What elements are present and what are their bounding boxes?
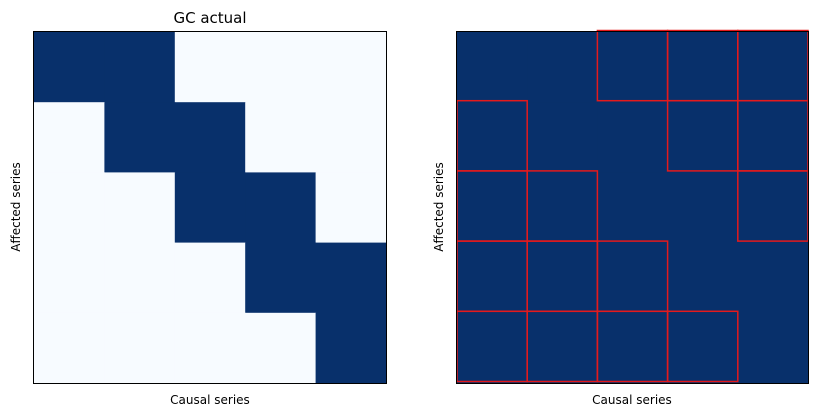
heatmap-cell	[34, 102, 105, 173]
heatmap-cells	[457, 32, 809, 384]
heatmap-cell	[737, 242, 809, 314]
heatmap-cell	[315, 242, 387, 314]
y-axis-label: Affected series	[432, 162, 446, 252]
heatmap-cell	[245, 312, 317, 384]
plot-frame	[33, 31, 387, 384]
heatmap-cell	[667, 32, 739, 103]
heatmap-cell	[34, 242, 105, 314]
heatmap-cell	[104, 242, 176, 314]
heatmap-cell	[104, 102, 176, 173]
heatmap-cell	[527, 102, 598, 173]
heatmap-cell	[667, 242, 739, 314]
heatmap-cell	[315, 312, 387, 384]
heatmap-cell	[597, 312, 669, 384]
heatmap-cell	[315, 172, 387, 244]
heatmap-cell	[245, 172, 317, 244]
heatmap-cell	[667, 312, 739, 384]
heatmap-cell	[527, 242, 598, 314]
heatmap-cell	[104, 172, 176, 244]
heatmap-panel-estimated: Causal series Affected series	[432, 29, 809, 407]
heatmap-cell	[737, 312, 809, 384]
heatmap-cell	[245, 32, 317, 103]
heatmap-cell	[174, 102, 246, 173]
heatmap-cell	[34, 32, 105, 103]
heatmap-cell	[174, 32, 246, 103]
y-axis-label: Affected series	[9, 162, 23, 252]
highlight-box	[666, 310, 739, 383]
heatmap-cell	[457, 102, 528, 173]
heatmap-cell	[34, 172, 105, 244]
heatmap-cell	[457, 172, 528, 244]
heatmap-cell	[737, 32, 809, 103]
heatmap-cell	[737, 172, 809, 244]
heatmap-cell	[104, 32, 176, 103]
heatmap-cell	[667, 102, 739, 173]
heatmap-panel-actual: GC actual Causal series Affected series	[9, 9, 387, 407]
heatmap-cell	[527, 32, 598, 103]
heatmap-cell	[527, 172, 598, 244]
x-axis-label: Causal series	[592, 393, 672, 407]
x-axis-label: Causal series	[170, 393, 250, 407]
heatmap-cell	[245, 242, 317, 314]
heatmap-cell	[457, 32, 528, 103]
heatmap-cell	[104, 312, 176, 384]
heatmap-cell	[527, 312, 598, 384]
heatmap-cell	[174, 312, 246, 384]
heatmap-cell	[667, 172, 739, 244]
heatmap-cell	[597, 242, 669, 314]
heatmap-cell	[457, 242, 528, 314]
heatmap-cell	[597, 32, 669, 103]
heatmap-cell	[174, 242, 246, 314]
heatmap-cell	[34, 312, 105, 384]
heatmap-cell	[457, 312, 528, 384]
heatmap-cell	[597, 102, 669, 173]
heatmap-cell	[245, 102, 317, 173]
heatmap-cell	[174, 172, 246, 244]
chart-title: GC actual	[173, 9, 246, 27]
heatmap-cell	[597, 172, 669, 244]
heatmap-cell	[737, 102, 809, 173]
heatmap-cell	[315, 32, 387, 103]
heatmap-cells	[34, 32, 387, 384]
heatmap-cell	[315, 102, 387, 173]
plot-frame	[456, 31, 809, 384]
